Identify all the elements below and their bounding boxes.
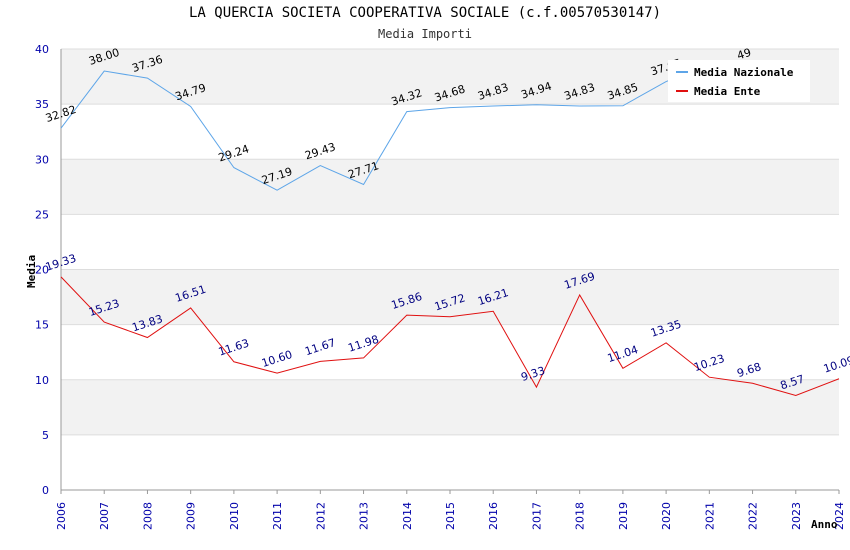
- x-tick-label: 2020: [660, 502, 673, 530]
- x-axis-label: Anno: [811, 518, 838, 531]
- series-line-media-ente: [60, 276, 840, 397]
- legend: Media Nazionale Media Ente: [668, 60, 810, 102]
- y-tick-label: 0: [42, 484, 49, 497]
- data-label: 10.23: [692, 352, 726, 374]
- x-tick-label: 2024: [833, 502, 846, 530]
- data-label: 11.98: [346, 333, 380, 355]
- legend-label: Media Nazionale: [694, 66, 794, 79]
- data-label: 11.63: [217, 337, 251, 359]
- y-tick-label: 10: [35, 374, 49, 387]
- x-tick-label: 2022: [747, 502, 760, 530]
- y-tick-label: 40: [35, 43, 49, 56]
- x-tick-label: 2014: [401, 502, 414, 530]
- x-tick-label: 2009: [185, 502, 198, 530]
- x-tick-label: 2015: [444, 502, 457, 530]
- series-line-media-nazionale: [60, 64, 753, 191]
- x-tick-label: 2006: [55, 502, 68, 530]
- x-tick-label: 2007: [98, 502, 111, 530]
- y-tick-label: 35: [35, 98, 49, 111]
- y-axis-label: Media: [25, 255, 38, 288]
- y-tick-label: 30: [35, 153, 49, 166]
- x-tick-label: 2010: [228, 502, 241, 530]
- band: [61, 159, 839, 215]
- x-tick-label: 2016: [487, 502, 500, 530]
- x-tick-label: 2008: [141, 502, 154, 530]
- background-bands: [61, 49, 839, 435]
- series-lines: [60, 64, 840, 397]
- axes: 0 5 10 15 20 25 30 35 40 2006 2007 2008 2009 2010 2011…: [35, 43, 846, 530]
- chart-subtitle: Media Importi: [378, 27, 472, 41]
- x-tick-label: 2013: [358, 502, 371, 530]
- legend-box: [668, 60, 810, 102]
- x-tick-label: 2019: [617, 502, 630, 530]
- band: [61, 269, 839, 325]
- data-label: 10.60: [260, 348, 294, 370]
- x-tick-label: 2021: [703, 502, 716, 530]
- y-tick-label: 20: [35, 264, 49, 277]
- y-tick-label: 15: [35, 319, 49, 332]
- x-tick-label: 2018: [574, 502, 587, 530]
- x-tick-label: 2012: [314, 502, 327, 530]
- data-label: 9.68: [735, 360, 762, 380]
- data-label: 11.67: [303, 336, 337, 358]
- data-label: 10.09: [822, 354, 850, 376]
- data-label: 49: [735, 46, 752, 63]
- band: [61, 379, 839, 435]
- chart-title: LA QUERCIA SOCIETA COOPERATIVA SOCIALE (…: [188, 5, 661, 21]
- x-tick-label: 2011: [271, 502, 284, 530]
- y-tick-label: 25: [35, 208, 49, 221]
- x-tick-label: 2017: [530, 502, 543, 530]
- x-tick-label: 2023: [790, 502, 803, 530]
- y-tick-label: 5: [42, 429, 49, 442]
- legend-label: Media Ente: [694, 85, 761, 98]
